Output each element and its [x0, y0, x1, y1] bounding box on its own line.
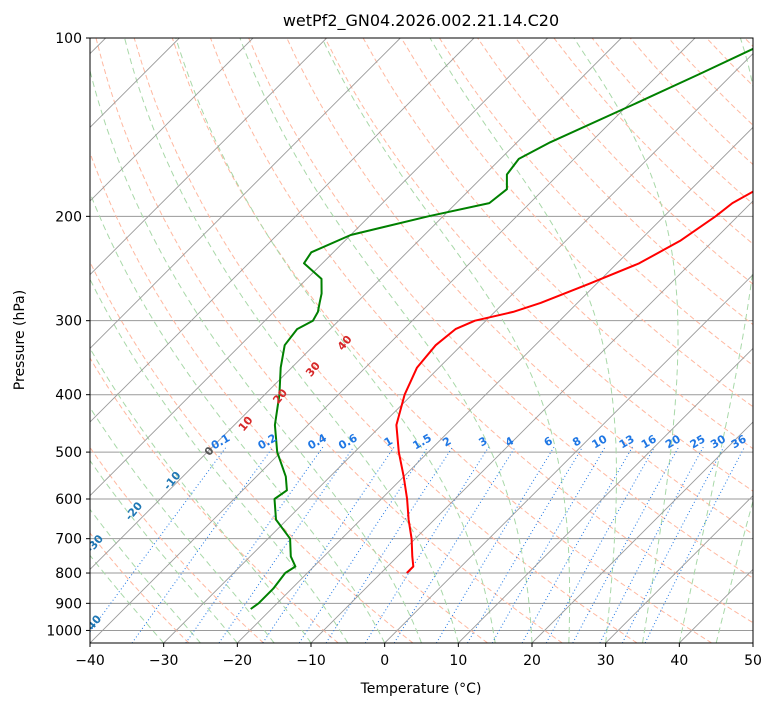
- y-tick-label: 400: [55, 388, 82, 404]
- temperature-profile: [395, 190, 753, 574]
- moist-adiabat: [321, 38, 571, 643]
- x-tick-label: 10: [449, 653, 467, 669]
- moist-adiabat: [90, 508, 201, 643]
- isotherm-line: [531, 421, 753, 643]
- isotherm-line: [237, 126, 753, 643]
- x-tick-label: 50: [744, 653, 762, 669]
- dry-adiabat: [248, 38, 753, 579]
- mixing-ratio-line: [131, 446, 274, 643]
- dry-adiabat: [515, 38, 753, 285]
- x-tick-label: 40: [670, 653, 688, 669]
- moist-adiabat: [90, 278, 349, 643]
- isotherm-line: [384, 274, 753, 643]
- x-tick-label: 0: [380, 653, 389, 669]
- plot-area: 0.1 0.2 0.4 0.6 1 1.5 2 3 4 6 8 10 13 16 20 25 30 36-40-3…: [90, 38, 753, 643]
- x-tick-label: −40: [75, 653, 105, 669]
- y-tick-label: 500: [55, 445, 82, 461]
- isotherm-line: [90, 38, 696, 643]
- y-tick-label: 100: [55, 31, 82, 47]
- isotherm-line: [90, 38, 475, 423]
- plot-frame: [89, 37, 754, 644]
- sounding-series: [250, 47, 753, 610]
- dry-adiabat: [95, 38, 563, 643]
- y-tick-label: 300: [55, 314, 82, 330]
- mixing-ratio-line: [491, 446, 606, 643]
- moist-adiabat: [90, 406, 275, 643]
- isotherm-line: [163, 53, 753, 643]
- mixing-ratio-line: [521, 446, 633, 643]
- isotherm-line: [90, 38, 327, 276]
- dry-adiabat: [210, 38, 753, 624]
- dewpoint-profile: [250, 47, 753, 610]
- dry-adiabat: [400, 38, 753, 408]
- y-tick-label: 700: [55, 532, 82, 548]
- y-axis: 1000 900 800 700 600 500 400 300 200 100: [46, 31, 90, 639]
- y-tick-label: 200: [55, 209, 82, 225]
- y-tick-label: 600: [55, 492, 82, 508]
- moist-adiabat: [239, 38, 533, 643]
- y-tick-label: 1000: [46, 623, 82, 639]
- x-tick-label: 20: [523, 653, 541, 669]
- dry-adiabat: [133, 38, 638, 643]
- mixing-ratio-line: [364, 446, 490, 643]
- isotherm-line: [90, 38, 622, 570]
- y-axis-label: Pressure (hPa): [12, 290, 28, 390]
- mixing-ratio-line: [90, 446, 227, 633]
- y-tick-label: 900: [55, 596, 82, 612]
- isotherm-line: [90, 38, 254, 202]
- moist-adiabat: [90, 191, 386, 643]
- mixing-ratio-line: [325, 446, 454, 643]
- x-axis: −40 −30 −20 −10 0 10 20 30 40 50: [75, 643, 762, 669]
- moist-adiabat: [715, 499, 753, 643]
- mixing-ratio-line: [218, 446, 355, 643]
- isotherm-line: [90, 38, 401, 349]
- mixing-ratio-line: [467, 446, 584, 643]
- x-tick-label: −10: [296, 653, 326, 669]
- moist-adiabat: [429, 38, 617, 643]
- moist-adiabat: [90, 68, 422, 643]
- mixing-ratio-line: [545, 446, 656, 643]
- x-axis-label: Temperature (°C): [360, 681, 482, 697]
- moist-adiabat: [678, 38, 753, 643]
- x-tick-label: −20: [223, 653, 253, 669]
- dry-adiabat: [171, 38, 712, 643]
- x-tick-label: 30: [597, 653, 615, 669]
- dry-adiabat: [438, 38, 753, 367]
- dry-adiabat: [324, 38, 753, 492]
- mixing-ratio-line: [572, 446, 680, 643]
- mixing-ratio-line: [262, 446, 395, 643]
- moist-adiabat: [90, 554, 165, 643]
- isotherm-line: [90, 38, 548, 497]
- dry-adiabats: [90, 38, 753, 643]
- x-tick-label: −30: [149, 653, 179, 669]
- y-tick-label: 800: [55, 566, 82, 582]
- isotherm-line: [605, 495, 753, 643]
- chart-title: wetPf2_GN04.2026.002.21.14.C20: [283, 11, 559, 31]
- moist-adiabat: [124, 38, 459, 643]
- mixing-ratio-line: [298, 446, 429, 643]
- dry-adiabat: [90, 446, 264, 643]
- isotherm-line: [458, 347, 753, 643]
- moist-adiabat: [573, 38, 679, 643]
- dry-adiabat: [90, 357, 339, 643]
- dry-adiabat: [90, 151, 488, 643]
- moist-adiabat: [90, 459, 238, 643]
- moist-adiabat: [175, 38, 496, 643]
- dry-adiabat: [90, 532, 190, 643]
